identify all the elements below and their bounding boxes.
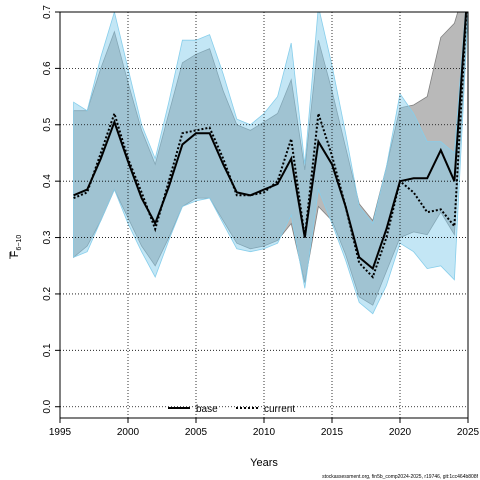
y-axis-title-sub: 6−10	[16, 235, 23, 251]
y-tick-label: 0.1	[42, 343, 53, 357]
legend-base-label: base	[196, 404, 218, 415]
y-tick-label: 0.4	[42, 174, 53, 188]
band-current	[73, 12, 468, 315]
y-axis: 0.0 0.1 0.2 0.3 0.4 0.5 0.6 0.7	[42, 5, 60, 414]
x-tick-label: 2010	[253, 427, 276, 438]
y-tick-label: 0.5	[42, 117, 53, 131]
x-axis-title: Years	[250, 457, 278, 469]
y-tick-label: 0.3	[42, 230, 53, 244]
y-tick-label: 0.2	[42, 287, 53, 301]
x-tick-label: 2015	[321, 427, 344, 438]
x-axis: 1995 2000 2005 2010 2015 2020 2025	[49, 418, 480, 438]
x-tick-label: 2020	[389, 427, 412, 438]
y-tick-label: 0.6	[42, 61, 53, 75]
legend: base current	[168, 404, 295, 415]
x-tick-label: 2025	[457, 427, 480, 438]
y-axis-title-main: F	[9, 250, 21, 257]
x-tick-label: 2000	[117, 427, 140, 438]
series-lines	[73, 12, 468, 279]
confidence-bands	[73, 12, 468, 315]
y-tick-label: 0.0	[42, 399, 53, 413]
line-current	[73, 12, 468, 279]
x-tick-label: 1995	[49, 427, 72, 438]
svg-text:F6−10: F6−10	[9, 235, 23, 258]
footer-credit: stockassessment.org, fin5b_comp2024-2025…	[322, 474, 479, 480]
legend-current-label: current	[264, 404, 295, 415]
y-axis-title: F6−10	[9, 235, 23, 259]
y-tick-label: 0.7	[42, 5, 53, 19]
x-tick-label: 2005	[185, 427, 208, 438]
